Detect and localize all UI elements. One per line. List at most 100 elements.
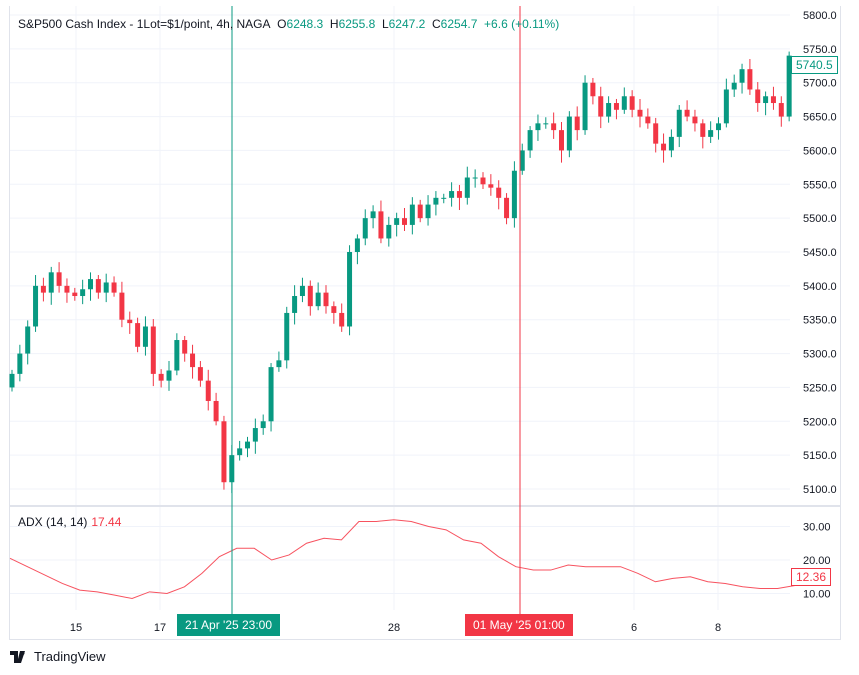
candle-body	[127, 319, 133, 324]
time-tick-label: 15	[70, 622, 82, 634]
candle-body	[190, 353, 196, 368]
adx-value: 17.44	[91, 515, 122, 529]
candle-body	[472, 177, 478, 179]
candle-body	[142, 326, 148, 347]
candle-body	[621, 96, 627, 110]
candle-body	[527, 130, 533, 151]
candle-body	[676, 109, 682, 137]
price-tick-label: 5550.0	[803, 179, 837, 191]
candle-body	[731, 82, 737, 90]
price-tick-label: 5250.0	[803, 382, 837, 394]
candle-body	[786, 55, 792, 117]
candle-body	[237, 448, 243, 456]
candle-body	[692, 116, 698, 124]
candle-body	[166, 370, 172, 381]
candle-body	[221, 421, 227, 483]
candle-body	[480, 177, 486, 185]
candle-body	[598, 96, 604, 117]
candle-body	[88, 279, 93, 290]
candle-body	[245, 441, 250, 449]
candle-body	[95, 279, 101, 293]
candle-body	[433, 197, 439, 205]
price-tick-label: 5150.0	[803, 450, 837, 462]
candle-body	[464, 177, 470, 198]
candle-body	[566, 116, 572, 151]
candle-body	[716, 123, 721, 131]
open-label: O	[277, 17, 287, 31]
candle-body	[645, 116, 651, 124]
adx-legend[interactable]: ADX (14, 14) 17.44	[18, 515, 121, 529]
candle-body	[197, 367, 203, 381]
candle-body	[64, 285, 70, 293]
candle-body	[205, 380, 211, 401]
candle-body	[378, 211, 384, 239]
candle-body	[708, 130, 714, 137]
price-tick-label: 5300.0	[803, 349, 837, 361]
adx-line	[9, 519, 796, 600]
close-label: C	[432, 17, 441, 31]
candle-body	[425, 204, 431, 219]
time-tick-label: 28	[388, 622, 400, 634]
candle-body	[417, 204, 423, 219]
candle-body	[25, 326, 31, 354]
candle-body	[739, 69, 745, 83]
candle-body	[551, 123, 557, 131]
candle-body	[284, 312, 290, 361]
candle-body	[770, 96, 776, 104]
price-tick-label: 5400.0	[803, 281, 837, 293]
candle-body	[755, 89, 761, 104]
price-tick-label: 5800.0	[803, 10, 837, 22]
candle-body	[606, 103, 612, 117]
candle-body	[362, 218, 368, 239]
candle-body	[511, 170, 517, 219]
candle-body	[323, 292, 329, 307]
candle-body	[394, 218, 400, 225]
candle-body	[150, 326, 156, 374]
candle-body	[56, 272, 62, 286]
candle-body	[299, 285, 305, 297]
adx-tick-label: 10.00	[803, 589, 831, 601]
candle-body	[661, 143, 667, 151]
candle-body	[456, 191, 462, 198]
change-value: +6.6 (+0.11%)	[484, 17, 560, 31]
candle-body	[519, 150, 525, 171]
candle-body	[559, 130, 564, 151]
candle-body	[354, 238, 360, 252]
high-label: H	[329, 17, 339, 31]
candle-body	[17, 353, 23, 374]
candle-body	[72, 292, 78, 297]
candle-body	[174, 340, 180, 371]
symbol-title: S&P500 Cash Index - 1Lot=$1/point, 4h, N…	[18, 17, 271, 31]
candle-body	[103, 282, 109, 293]
candle-body	[402, 218, 407, 225]
candle-body	[763, 96, 769, 104]
candle-body	[574, 116, 580, 131]
adx-label: ADX (14, 14)	[18, 515, 88, 529]
time-tick-label: 8	[715, 622, 721, 634]
candle-body	[723, 89, 729, 124]
tradingview-logo[interactable]: TradingView	[10, 649, 106, 664]
candle-body	[668, 136, 674, 151]
low-label: L	[381, 17, 389, 31]
candle-body	[33, 285, 39, 327]
tradingview-label: TradingView	[34, 649, 106, 664]
candle-body	[449, 191, 455, 198]
price-tick-label: 5350.0	[803, 315, 837, 327]
price-tick-label: 5500.0	[803, 213, 837, 225]
candle-body	[535, 123, 541, 131]
candle-body	[653, 123, 659, 144]
candle-body	[9, 373, 15, 388]
adx-tick-label: 30.00	[803, 522, 831, 534]
candle-body	[496, 187, 502, 198]
candle-body	[684, 109, 690, 117]
candle-body	[111, 282, 117, 293]
price-tick-label: 5200.0	[803, 416, 837, 428]
time-tick-label: 17	[154, 622, 166, 634]
candle-body	[441, 197, 447, 199]
candle-body	[778, 103, 784, 117]
candle-body	[48, 272, 54, 293]
symbol-legend: S&P500 Cash Index - 1Lot=$1/point, 4h, N…	[18, 17, 559, 31]
candle-body	[629, 96, 635, 110]
